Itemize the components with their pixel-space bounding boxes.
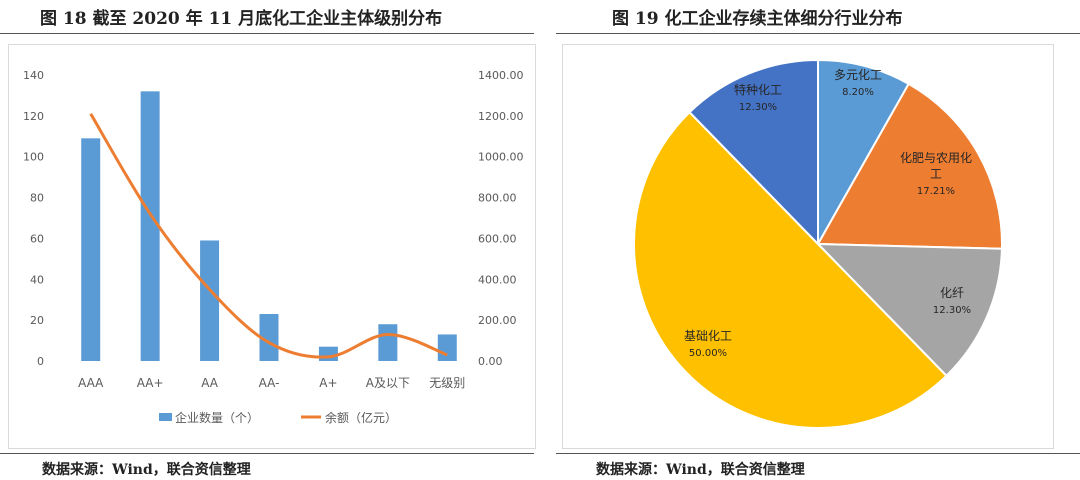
- category-label: AA: [201, 376, 219, 390]
- right-axis-tick-label: 800.00: [478, 192, 517, 205]
- bar-A+: [318, 346, 338, 361]
- rating-distribution-chart: 0204060801001201400.00200.00400.00600.00…: [23, 69, 524, 425]
- figure-19-title: 图 19 化工企业存续主体细分行业分布: [612, 9, 903, 29]
- rating-chart-panel: 0 20 40 60 80 100 120 140 0.00 200.00 400.00 600.00…: [8, 44, 536, 449]
- pie-percent: 12.30%: [739, 102, 777, 113]
- pie-label: 化纤: [940, 286, 964, 300]
- legend-label-balance: 余额（亿元）: [325, 410, 397, 425]
- category-label: A及以下: [366, 376, 410, 390]
- right-axis-tick-label: 600.00: [478, 232, 517, 245]
- pie-label-group-4: 特种化工 12.30%: [734, 82, 782, 113]
- left-axis-tick-label: 0: [37, 355, 44, 368]
- category-label: AA-: [259, 376, 280, 390]
- pie-label: 特种化工: [734, 82, 782, 97]
- category-label: 无级别: [429, 376, 465, 390]
- title-divider-left: [0, 33, 534, 34]
- bar-无级别: [437, 334, 457, 361]
- right-axis-tick-label: 1000.00: [478, 151, 524, 164]
- figure-18-title: 图 18 截至 2020 年 11 月底化工企业主体级别分布: [40, 9, 443, 29]
- bar-AA: [200, 240, 220, 361]
- pie-slice-4: [688, 58, 819, 247]
- pie-slice-1: [816, 82, 1003, 250]
- left-axis-tick-label: 40: [30, 273, 44, 286]
- bar-AA-: [259, 314, 279, 361]
- pie-percent: 12.30%: [933, 305, 971, 316]
- pie-slice-0: [817, 58, 911, 248]
- left-axis-tick-label: 60: [30, 232, 44, 245]
- title-divider-right: [556, 33, 1080, 34]
- right-axis-tick-label: 200.00: [478, 314, 517, 327]
- pie-label-cont: 工: [930, 167, 942, 181]
- figure-19-source: 数据来源：Wind，联合资信整理: [596, 462, 805, 478]
- category-label: AAA: [78, 376, 104, 390]
- left-axis-tick-label: 20: [30, 314, 44, 327]
- pie-percent: 50.00%: [689, 348, 727, 359]
- bar-AAA: [81, 138, 101, 361]
- source-divider-left: [0, 453, 534, 454]
- right-axis-tick-label: 400.00: [478, 273, 517, 286]
- bar-A及以下: [378, 324, 398, 361]
- left-axis-tick-label: 120: [23, 110, 44, 123]
- pie-percent: 17.21%: [917, 186, 955, 197]
- left-axis-tick-label: 80: [30, 192, 44, 205]
- sector-pie-panel: 多元化工 8.20% 化肥与农用化工 17.21% 化纤 12.30% 基础化工 50.00%…: [562, 44, 1054, 449]
- bar-AA+: [140, 91, 160, 361]
- right-axis-tick-label: 1400.00: [478, 69, 524, 82]
- category-label: AA+: [137, 376, 164, 390]
- legend-label-count: 企业数量（个）: [175, 410, 259, 425]
- pie-slice-2: [815, 242, 1003, 378]
- right-axis-tick-label: 1200.00: [478, 110, 524, 123]
- source-divider-right: [556, 453, 1080, 454]
- right-axis-tick-label: 0.00: [478, 355, 503, 368]
- pie-label-group-2: 化纤 12.30%: [933, 286, 971, 316]
- legend-swatch-count: [159, 413, 172, 421]
- pie-percent: 8.20%: [842, 87, 874, 98]
- pie-slice-3: [632, 110, 948, 430]
- left-axis-tick-label: 140: [23, 69, 44, 82]
- pie-label-group-0: 多元化工 8.20%: [834, 68, 882, 98]
- figure-18-source: 数据来源：Wind，联合资信整理: [42, 462, 251, 478]
- pie-label: 多元化工: [834, 68, 882, 82]
- left-axis-tick-label: 100: [23, 151, 44, 164]
- pie-label-group-3: 基础化工 50.00%: [684, 329, 732, 359]
- category-label: A+: [319, 376, 337, 390]
- pie-label: 基础化工: [684, 329, 732, 343]
- pie-label: 化肥与农用化: [900, 151, 972, 165]
